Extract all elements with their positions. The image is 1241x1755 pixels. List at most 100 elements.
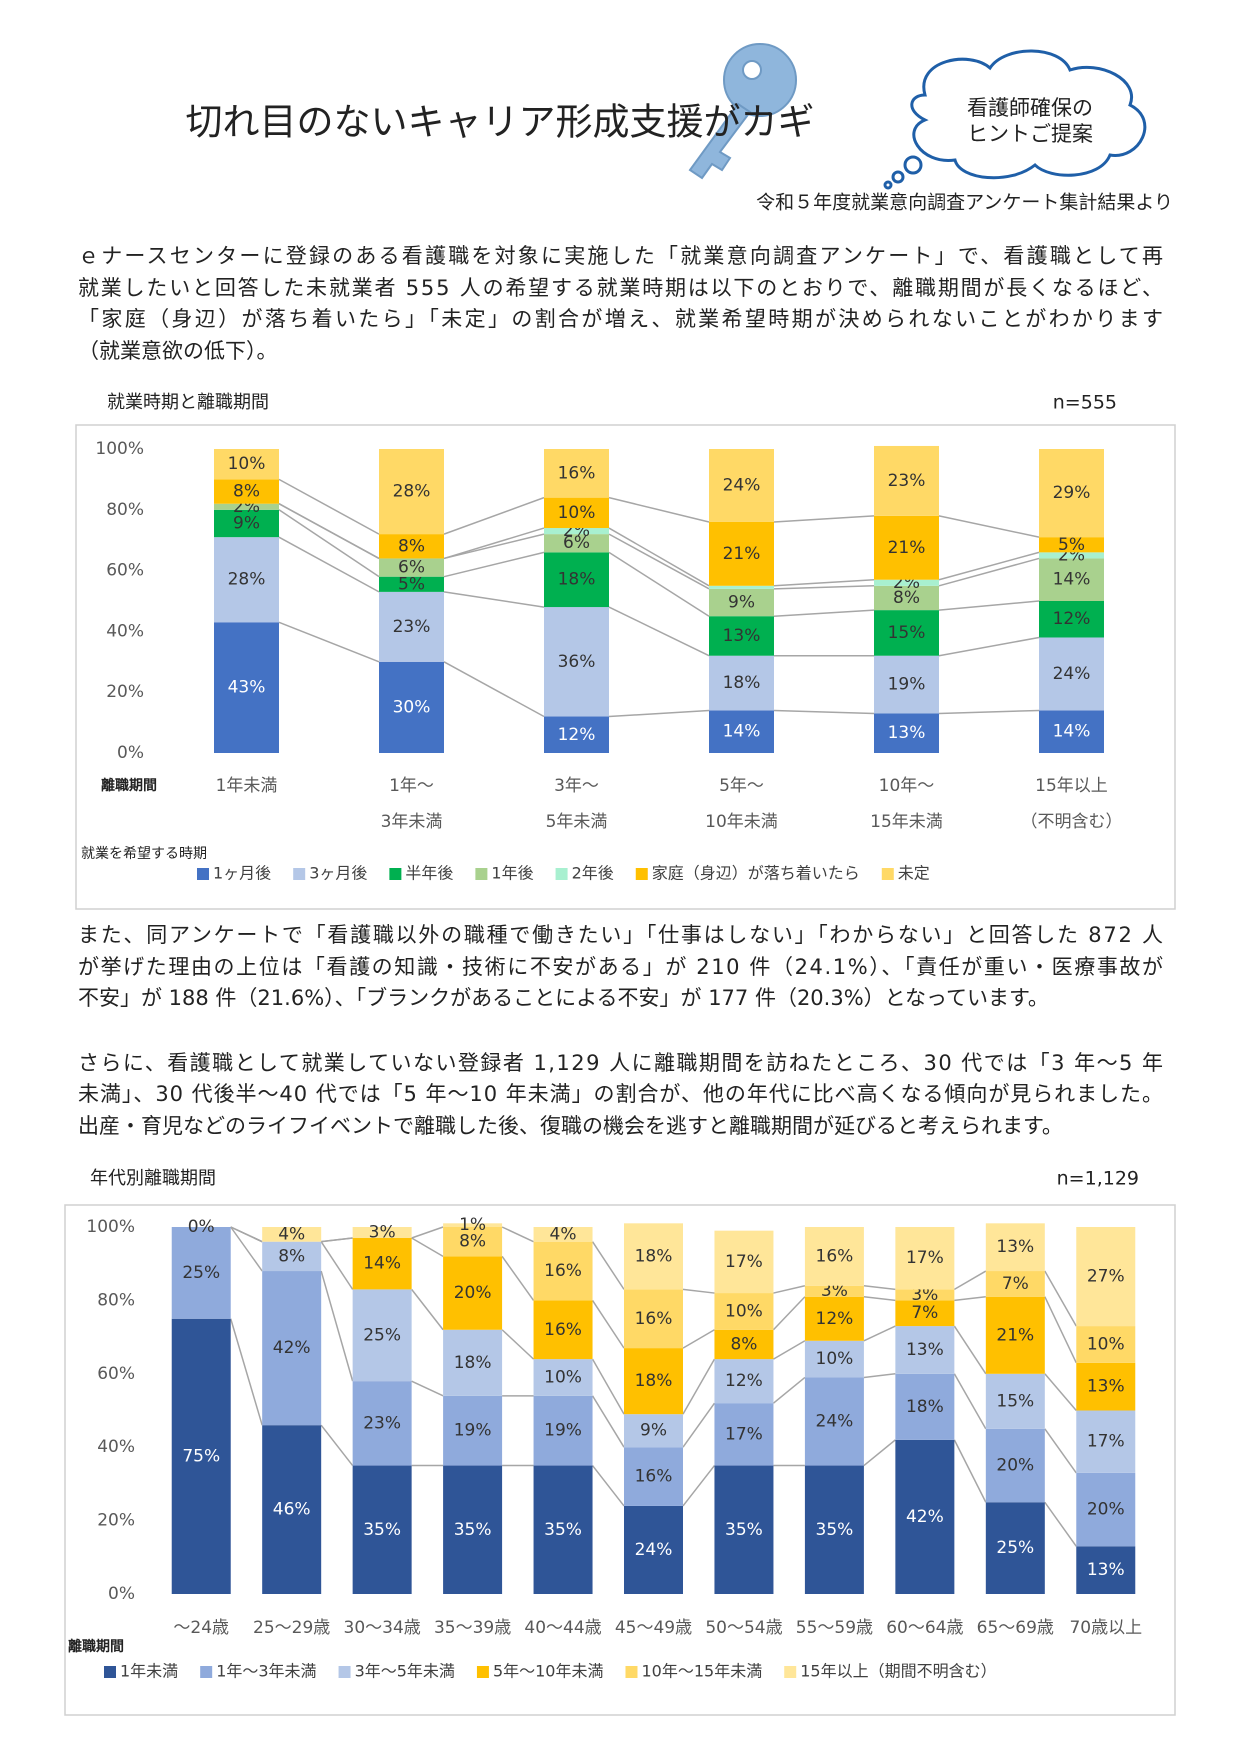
bar-segment: [379, 576, 444, 592]
paragraph-line: さらに、看護職として就業していない登録者 1,129 人に離職期間を訪ねたところ…: [78, 1051, 1163, 1075]
legend-swatch: [475, 868, 488, 880]
bar-segment: [544, 534, 609, 553]
series-line: [863, 1325, 896, 1342]
series-line: [443, 527, 545, 560]
series-line: [682, 1358, 716, 1415]
data-label: 30%: [393, 697, 431, 717]
bar-segment: [1076, 1410, 1136, 1473]
y-tick-label: 20%: [106, 682, 144, 702]
bar-segment: [214, 622, 279, 753]
legend-label: 未定: [898, 864, 930, 883]
bar-segment: [1039, 601, 1104, 638]
data-label: 29%: [1053, 483, 1091, 503]
data-label: 25%: [996, 1538, 1034, 1558]
bar-segment: [171, 1318, 231, 1594]
data-label: 18%: [906, 1397, 944, 1417]
data-label: 18%: [635, 1371, 673, 1391]
y-tick-label: 60%: [106, 561, 144, 581]
bar-segment: [985, 1428, 1045, 1503]
data-label: 8%: [893, 588, 920, 608]
bar-segment: [544, 528, 609, 535]
paragraph-line: 就業したいと回答した未就業者 555 人の希望する就業時期は以下のとおりで、離職…: [78, 276, 1163, 300]
data-label: 17%: [1087, 1432, 1125, 1452]
series-line: [773, 1284, 806, 1294]
bar-segment: [709, 585, 774, 589]
data-label: 21%: [723, 544, 761, 564]
legend-swatch: [389, 868, 402, 880]
series-line: [1044, 1501, 1077, 1547]
bar-segment: [214, 449, 279, 480]
paragraph-line: 不安」が 188 件（21.6%）、「ブランクがあることによる不安」が 177 …: [78, 986, 1049, 1010]
series-line: [278, 509, 380, 578]
series-line: [773, 578, 875, 587]
data-label: 16%: [816, 1246, 854, 1266]
legend-label: 10年～15年未満: [641, 1662, 762, 1681]
legend-swatch: [881, 868, 894, 880]
data-label: 24%: [723, 475, 761, 495]
data-label: 19%: [544, 1421, 582, 1441]
series-line: [773, 609, 875, 617]
series-line: [443, 551, 545, 578]
bar-segment: [443, 1223, 503, 1227]
series-line: [591, 1299, 625, 1349]
chart-title: 就業時期と離職期間: [107, 392, 269, 413]
legend-swatch: [104, 1666, 116, 1678]
data-label: 36%: [558, 652, 596, 672]
cloud-text: 看護師確保の: [967, 96, 1093, 120]
data-label: 9%: [233, 513, 260, 533]
data-label: 10%: [544, 1367, 582, 1387]
data-label: 42%: [906, 1507, 944, 1527]
series-line: [682, 1465, 716, 1507]
legend-label: 1ヶ月後: [213, 864, 271, 883]
data-label: 16%: [558, 463, 596, 483]
series-line: [773, 1340, 806, 1360]
legend-label: 半年後: [405, 864, 453, 883]
data-label: 16%: [635, 1467, 673, 1487]
bar-segment: [985, 1223, 1045, 1272]
chart-title: 年代別離職期間: [90, 1168, 216, 1189]
bar-segment: [544, 552, 609, 608]
bar-segment: [1076, 1546, 1136, 1594]
bar-segment: [443, 1227, 503, 1257]
data-label: 19%: [454, 1421, 492, 1441]
y-tick-label: 100%: [95, 439, 144, 459]
bar-segment: [624, 1505, 683, 1594]
data-label: 13%: [996, 1237, 1034, 1257]
y-tick-label: 80%: [106, 500, 144, 520]
bar-segment: [714, 1329, 774, 1360]
bar-segment: [985, 1373, 1045, 1429]
bar-segment: [709, 616, 774, 656]
bar-segment: [874, 515, 939, 580]
bar-segment: [379, 591, 444, 662]
bar-segment: [804, 1227, 864, 1286]
bar-segment: [985, 1271, 1045, 1297]
series-line: [411, 1226, 444, 1239]
data-label: 21%: [888, 538, 926, 558]
series-line: [1044, 1373, 1077, 1411]
legend-label: 1年後: [491, 864, 533, 883]
bar-segment: [895, 1300, 955, 1327]
x-tick-label: 3年未満: [381, 812, 443, 832]
data-label: 9%: [640, 1421, 667, 1441]
legend-swatch: [293, 868, 306, 880]
data-label: 10%: [228, 454, 266, 474]
bar-segment: [714, 1293, 774, 1330]
data-label: 20%: [1087, 1500, 1125, 1520]
series-line: [230, 1226, 263, 1243]
data-label: 7%: [1002, 1274, 1029, 1294]
data-label: 12%: [1053, 609, 1091, 629]
data-label: 5%: [1058, 535, 1085, 555]
data-label: 10%: [558, 503, 596, 523]
data-label: 12%: [816, 1309, 854, 1329]
series-line: [938, 600, 1040, 611]
bar-segment: [985, 1296, 1045, 1374]
data-label: 13%: [1087, 1560, 1125, 1580]
data-label: 19%: [888, 675, 926, 695]
x-tick-label: 35～39歳: [434, 1618, 511, 1638]
data-label: 13%: [1087, 1377, 1125, 1397]
bar-segment: [895, 1439, 955, 1594]
source: 令和５年度就業意向調査アンケート集計結果より: [756, 192, 1173, 214]
series-line: [501, 1255, 535, 1301]
series-line: [501, 1226, 534, 1243]
data-label: 16%: [635, 1309, 673, 1329]
